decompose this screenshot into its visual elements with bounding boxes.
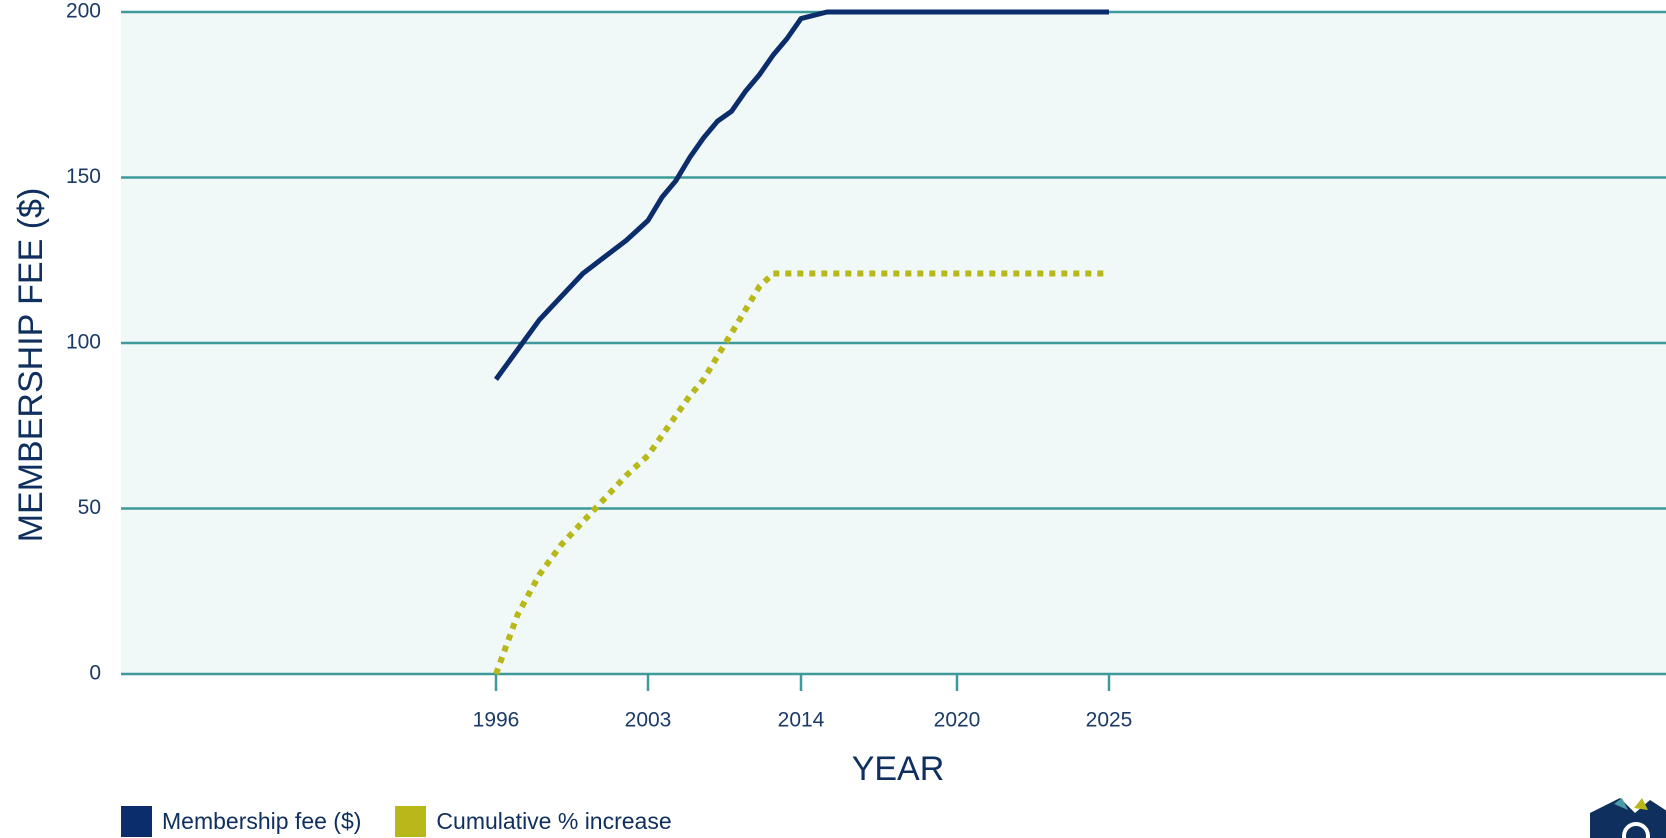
brand-logo — [1590, 798, 1666, 838]
x-tick-label-2003: 2003 — [625, 709, 672, 732]
x-tick-label-1996: 1996 — [473, 709, 520, 732]
legend-swatch-cumulative — [395, 806, 427, 837]
series-group — [493, 9, 1109, 676]
x-tick-labels: 1996 2003 2014 2020 2025 — [473, 674, 1133, 732]
x-tick-label-2025: 2025 — [1086, 709, 1133, 732]
series-line-0 — [493, 9, 1109, 381]
legend: Membership fee ($) Cumulative % increase — [121, 806, 706, 837]
y-tick-labels: 0 50 100 150 200 — [66, 0, 101, 685]
x-axis-title: YEAR — [852, 750, 945, 788]
series-line-1 — [493, 270, 1109, 676]
y-tick-label-0: 0 — [89, 662, 101, 685]
y-tick-label-200: 200 — [66, 0, 101, 23]
y-tick-label-50: 50 — [78, 496, 101, 519]
legend-label-fee: Membership fee ($) — [162, 808, 362, 834]
x-tick-label-2020: 2020 — [934, 709, 981, 732]
legend-swatch-fee — [121, 806, 152, 837]
legend-item-fee: Membership fee ($) — [121, 806, 361, 837]
gridlines — [121, 10, 1666, 676]
legend-item-cumulative: Cumulative % increase — [395, 806, 672, 837]
y-axis-title: MEMBERSHIP FEE ($) — [12, 188, 50, 543]
y-tick-label-150: 150 — [66, 165, 101, 188]
x-tick-label-2014: 2014 — [778, 709, 825, 732]
legend-label-cumulative: Cumulative % increase — [436, 808, 672, 834]
y-tick-label-100: 100 — [66, 331, 101, 354]
